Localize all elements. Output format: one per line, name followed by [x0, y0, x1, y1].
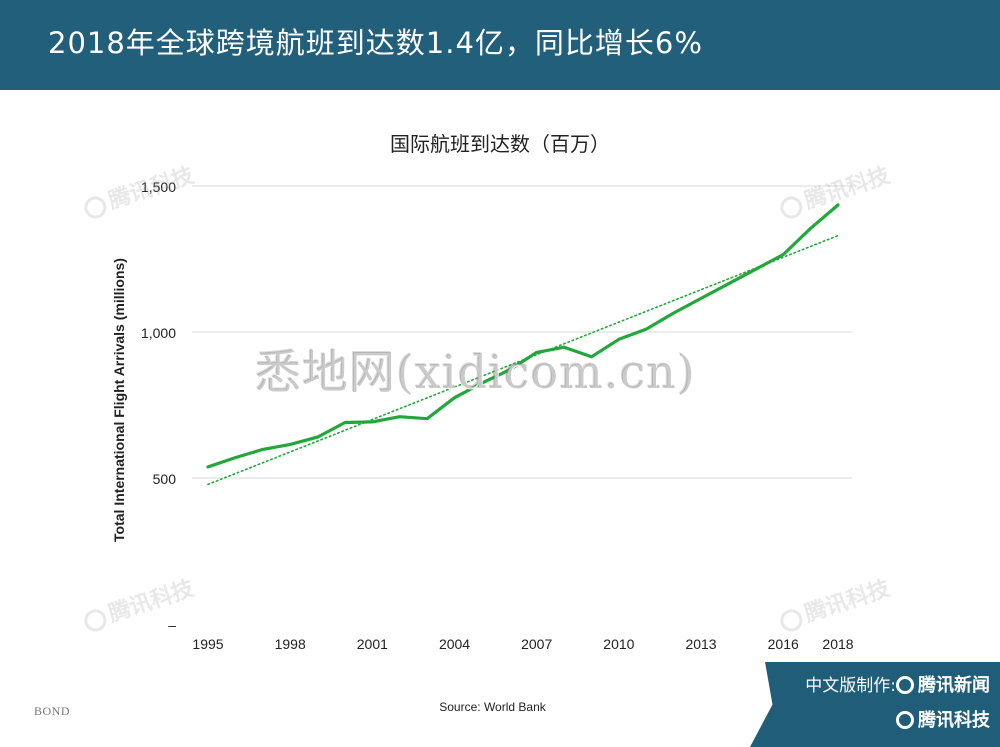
y-axis-label: Total International Flight Arrivals (mil…	[111, 258, 127, 542]
y-tick-label: 1,000	[141, 325, 176, 341]
series-line	[206, 203, 840, 469]
tencent-tech-icon	[896, 711, 914, 729]
x-tick-label: 2007	[521, 636, 552, 652]
chart-title: 国际航班到达数（百万）	[390, 132, 610, 156]
x-tick-label: 2010	[603, 636, 634, 652]
header-bar: 2018年全球跨境航班到达数1.4亿，同比增长6%	[0, 0, 1000, 90]
source-note: Source: World Bank	[439, 700, 546, 714]
y-tick-label: 1,500	[141, 179, 176, 195]
credit-line-news: 中文版制作: 腾讯新闻	[805, 675, 990, 696]
tencent-news-icon	[896, 676, 914, 694]
x-tick-label: 1998	[275, 636, 306, 652]
y-tick-label: 500	[153, 471, 177, 487]
x-tick-label: 2013	[685, 636, 716, 652]
site-watermark: 悉地网(xidicom.cn)	[255, 345, 696, 399]
trend-line	[207, 234, 839, 486]
page-title: 2018年全球跨境航班到达数1.4亿，同比增长6%	[48, 26, 703, 60]
x-tick-label: 2001	[357, 636, 388, 652]
credit-line-tech: 腾讯科技	[896, 706, 990, 732]
y-tick-label: –	[168, 617, 176, 633]
x-tick-label: 2018	[822, 636, 853, 652]
x-tick-label: 2016	[768, 636, 799, 652]
x-tick-label: 1995	[192, 636, 223, 652]
credit-badge	[750, 662, 1000, 747]
x-tick-label: 2004	[439, 636, 470, 652]
bond-logo: BOND	[34, 704, 71, 718]
